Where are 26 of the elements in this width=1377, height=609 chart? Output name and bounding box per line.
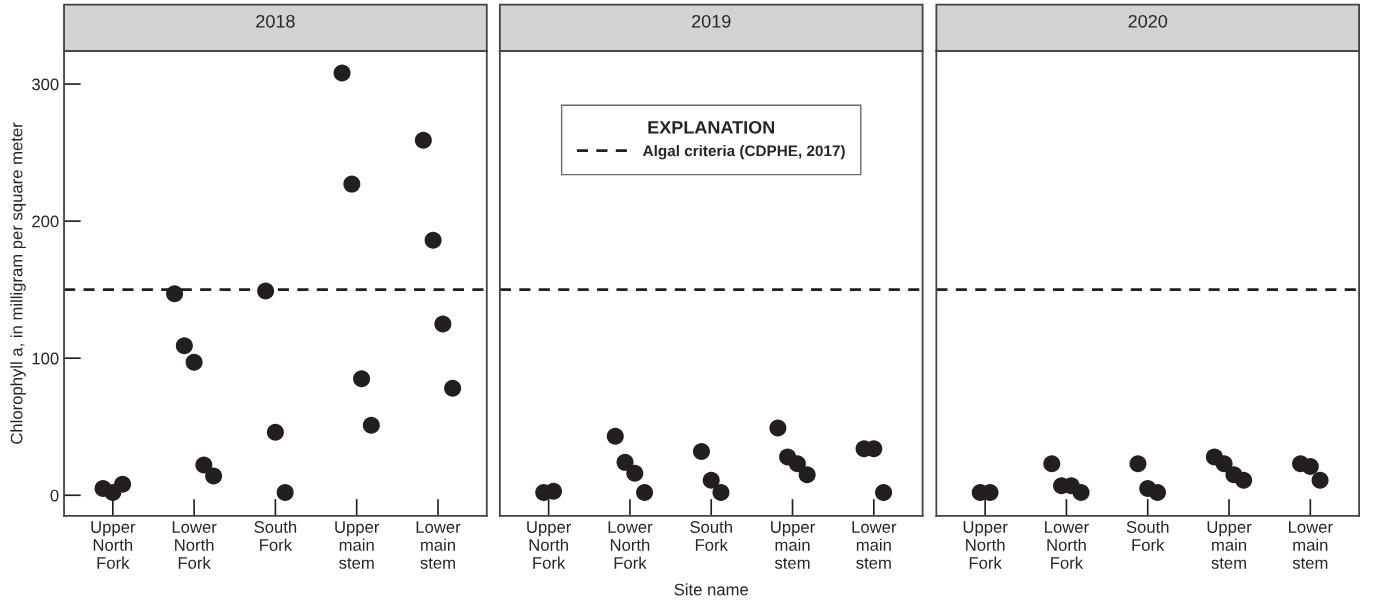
- x-tick-label: Upper North Fork: [527, 521, 572, 569]
- x-tick-label: South Fork: [1126, 520, 1169, 551]
- legend-label: Algal criteria (CDPHE, 2017): [642, 145, 845, 160]
- y-tick-label: 200: [32, 215, 59, 228]
- chart-title: 2018: [256, 14, 295, 28]
- y-axis-title: Chlorophyll a, in milligram per square meter: [10, 122, 26, 444]
- x-tick-label: South Fork: [690, 520, 732, 551]
- x-tick-label: Lower North Fork: [608, 521, 653, 569]
- x-tick-label: Upper main stem: [335, 521, 380, 569]
- y-tick-label: 100: [32, 352, 59, 365]
- x-tick-label: Upper North Fork: [963, 521, 1008, 569]
- x-tick-label: Lower main stem: [416, 521, 461, 569]
- x-tick-label: Upper main stem: [771, 521, 815, 569]
- x-tick-label: Lower main stem: [1288, 521, 1333, 569]
- x-tick-label: Lower North Fork: [172, 521, 217, 569]
- y-tick-label: 0: [50, 489, 59, 502]
- y-tick-label: 300: [32, 78, 59, 91]
- x-tick-label: Lower North Fork: [1045, 521, 1089, 569]
- x-tick-label: South Fork: [254, 520, 297, 551]
- chart-title: 2020: [1128, 14, 1168, 28]
- chart-title: 2019: [692, 14, 731, 28]
- x-tick-label: Lower main stem: [852, 521, 897, 569]
- x-tick-label: Upper main stem: [1207, 521, 1252, 569]
- x-axis-title: Site name: [674, 583, 748, 596]
- legend-title: EXPLANATION: [648, 121, 775, 134]
- x-tick-label: Upper North Fork: [91, 521, 136, 569]
